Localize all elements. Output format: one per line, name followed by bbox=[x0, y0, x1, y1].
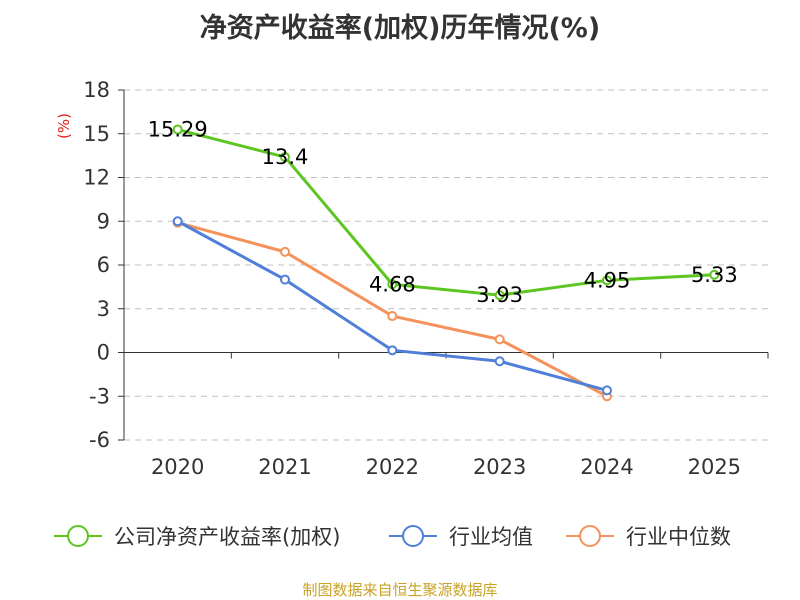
y-tick-label: -3 bbox=[89, 384, 110, 408]
data-point bbox=[280, 274, 290, 285]
series-line bbox=[176, 219, 608, 392]
data-label: 15.29 bbox=[148, 118, 208, 142]
y-tick-label: 15 bbox=[83, 122, 110, 146]
y-tick-label: 9 bbox=[97, 209, 110, 233]
data-point bbox=[280, 152, 290, 163]
data-point bbox=[494, 356, 505, 367]
y-axis-unit-label: (%) bbox=[55, 113, 73, 139]
legend-label: 行业均值 bbox=[449, 525, 533, 549]
source-note: 制图数据来自恒生聚源数据库 bbox=[302, 581, 498, 599]
data-point bbox=[602, 385, 612, 396]
y-tick-label: 3 bbox=[97, 297, 110, 321]
data-label: 4.95 bbox=[584, 268, 631, 292]
legend-label: 行业中位数 bbox=[626, 525, 731, 549]
data-point bbox=[387, 311, 398, 322]
legend-marker bbox=[402, 525, 424, 547]
x-tick-label: 2020 bbox=[151, 455, 204, 479]
data-point bbox=[280, 246, 290, 257]
chart-title: 净资产收益率(加权)历年情况(%) bbox=[199, 13, 601, 44]
data-point bbox=[172, 124, 183, 135]
series-line bbox=[177, 128, 715, 297]
legend-marker bbox=[579, 525, 601, 547]
data-point bbox=[387, 279, 398, 290]
data-point bbox=[387, 345, 398, 356]
x-tick-label: 2025 bbox=[688, 455, 741, 479]
y-tick-label: 12 bbox=[83, 166, 110, 190]
data-label: 5.33 bbox=[691, 263, 738, 287]
x-tick-label: 2022 bbox=[366, 455, 419, 479]
x-tick-label: 2023 bbox=[473, 455, 526, 479]
series-line bbox=[177, 221, 608, 398]
legend-label: 公司净资产收益率(加权) bbox=[114, 525, 340, 549]
data-point bbox=[172, 216, 183, 227]
x-tick-label: 2024 bbox=[580, 455, 633, 479]
data-label: 13.4 bbox=[262, 145, 309, 169]
data-point bbox=[494, 290, 505, 301]
data-point bbox=[602, 275, 612, 286]
y-tick-label: 6 bbox=[97, 253, 110, 277]
y-tick-label: 18 bbox=[83, 78, 110, 102]
data-label: 3.93 bbox=[476, 283, 523, 307]
data-label: 4.68 bbox=[369, 272, 416, 296]
legend-marker bbox=[67, 525, 89, 547]
data-point bbox=[494, 334, 505, 345]
x-tick-label: 2021 bbox=[258, 455, 311, 479]
y-tick-label: -6 bbox=[89, 428, 110, 452]
data-point bbox=[709, 269, 720, 280]
y-tick-label: 0 bbox=[97, 341, 110, 365]
